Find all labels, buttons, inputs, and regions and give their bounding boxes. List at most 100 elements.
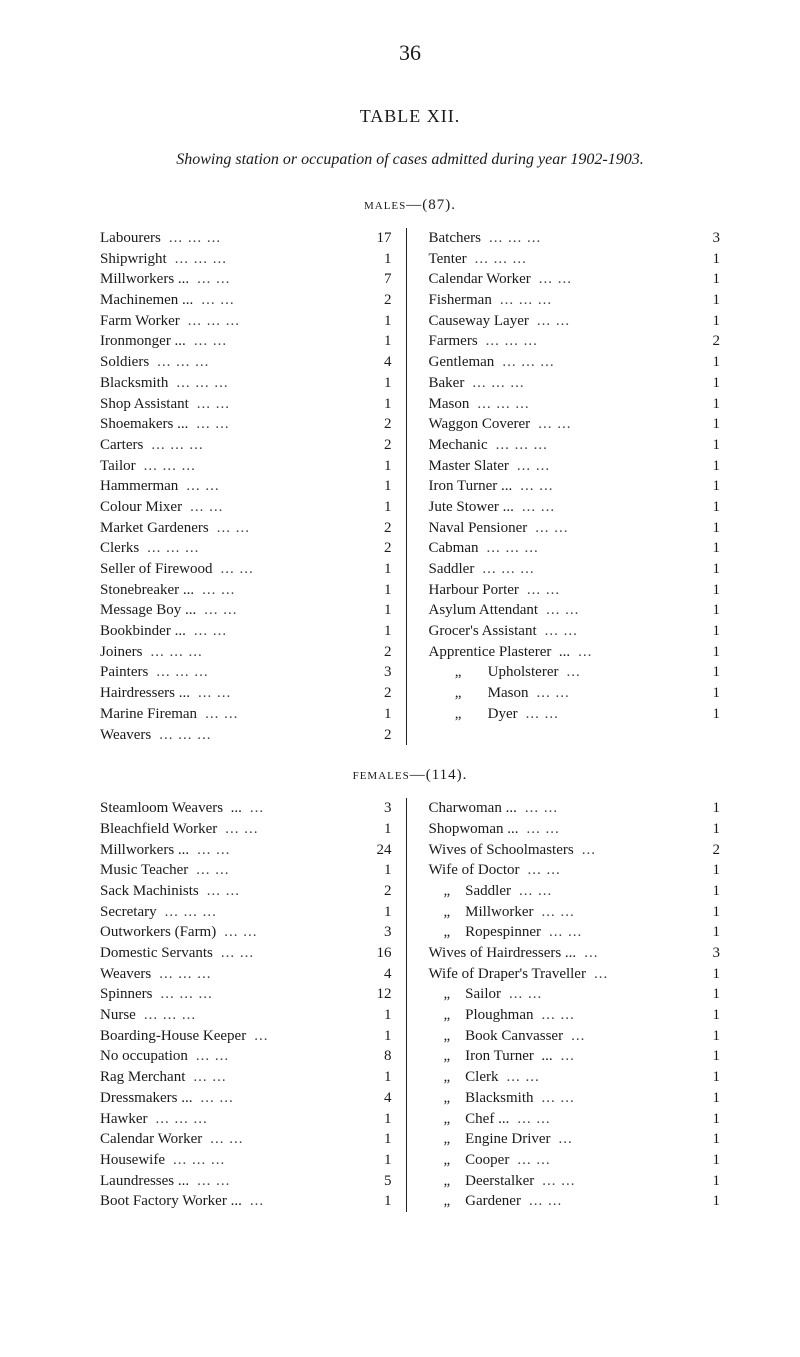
table-row: Dressmakers ...... ... 4 <box>100 1088 392 1109</box>
table-row: Boarding-House Keeper... 1 <box>100 1026 392 1047</box>
table-row: Weavers... ... ... 2 <box>100 725 392 746</box>
row-dots: ... ... <box>193 290 367 311</box>
row-value: 1 <box>696 1026 720 1047</box>
table-row: Hammerman... ... 1 <box>100 476 392 497</box>
table-row: „ Sailor... ... 1 <box>429 984 721 1005</box>
row-value: 1 <box>696 538 720 559</box>
table-row: Naval Pensioner... ... 1 <box>429 518 721 539</box>
row-label: Mason <box>429 394 470 415</box>
males-columns: Labourers... ... ... 17Shipwright... ...… <box>100 228 720 745</box>
row-value: 1 <box>696 1088 720 1109</box>
row-value: 1 <box>696 290 720 311</box>
row-dots: ... <box>553 1046 696 1067</box>
row-label: „ Chef ... <box>429 1109 510 1130</box>
row-value: 12 <box>368 984 392 1005</box>
row-dots: ... ... <box>509 1109 696 1130</box>
row-value: 1 <box>696 600 720 621</box>
table-row: Baker... ... ... 1 <box>429 373 721 394</box>
row-dots: ... <box>242 1191 368 1212</box>
row-label: „ Dyer <box>429 704 518 725</box>
table-row: Marine Fireman... ... 1 <box>100 704 392 725</box>
row-label: Asylum Attendant <box>429 600 539 621</box>
table-row: Asylum Attendant... ... 1 <box>429 600 721 621</box>
table-row: No occupation... ... 8 <box>100 1046 392 1067</box>
row-label: Soldiers <box>100 352 149 373</box>
table-row: Bookbinder ...... ... 1 <box>100 621 392 642</box>
row-value: 1 <box>368 373 392 394</box>
table-row: Rag Merchant... ... 1 <box>100 1067 392 1088</box>
row-value: 2 <box>368 725 392 746</box>
table-row: „ Book Canvasser... 1 <box>429 1026 721 1047</box>
table-row: Laundresses ...... ... 5 <box>100 1171 392 1192</box>
row-dots: ... ... <box>212 559 367 580</box>
males-right-column: Batchers... ... ... 3Tenter... ... ... 1… <box>425 228 721 745</box>
row-label: Wife of Doctor <box>429 860 520 881</box>
row-value: 1 <box>368 902 392 923</box>
table-row: Wives of Schoolmasters... 2 <box>429 840 721 861</box>
table-row: Colour Mixer... ... 1 <box>100 497 392 518</box>
row-dots: ... <box>246 1026 367 1047</box>
row-label: Hammerman <box>100 476 178 497</box>
row-dots: ... ... ... <box>467 249 696 270</box>
row-label: Market Gardeners <box>100 518 209 539</box>
table-row: Charwoman ...... ... 1 <box>429 798 721 819</box>
table-row: Farmers... ... ... 2 <box>429 331 721 352</box>
row-value: 2 <box>368 414 392 435</box>
row-value: 1 <box>696 683 720 704</box>
row-value: 1 <box>696 269 720 290</box>
row-dots: ... ... <box>194 580 367 601</box>
row-value: 1 <box>368 1005 392 1026</box>
row-dots: ... ... ... <box>136 456 368 477</box>
row-label: Causeway Layer <box>429 311 529 332</box>
row-dots: ... ... <box>534 1088 697 1109</box>
row-value: 1 <box>368 1026 392 1047</box>
row-label: Ironmonger ... <box>100 331 186 352</box>
row-value: 1 <box>368 311 392 332</box>
table-row: Farm Worker... ... ... 1 <box>100 311 392 332</box>
row-value: 1 <box>696 249 720 270</box>
row-dots: ... ... <box>537 621 696 642</box>
row-dots: ... ... <box>196 600 367 621</box>
row-dots: ... ... <box>202 1129 367 1150</box>
row-label: Cabman <box>429 538 479 559</box>
row-dots: ... ... <box>178 476 367 497</box>
table-row: Weavers... ... ... 4 <box>100 964 392 985</box>
table-row: Labourers... ... ... 17 <box>100 228 392 249</box>
row-dots: ... ... ... <box>153 984 368 1005</box>
table-row: Gentleman... ... ... 1 <box>429 352 721 373</box>
table-row: Message Boy ...... ... 1 <box>100 600 392 621</box>
row-label: „ Blacksmith <box>429 1088 534 1109</box>
row-dots: ... ... <box>521 1191 696 1212</box>
table-row: Music Teacher... ... 1 <box>100 860 392 881</box>
row-label: „ Upholsterer <box>429 662 559 683</box>
row-label: Secretary <box>100 902 157 923</box>
table-row: Machinemen ...... ... 2 <box>100 290 392 311</box>
row-label: Sack Machinists <box>100 881 199 902</box>
row-dots: ... ... ... <box>474 559 696 580</box>
row-label: Blacksmith <box>100 373 168 394</box>
row-label: Saddler <box>429 559 475 580</box>
row-dots: ... ... <box>501 984 696 1005</box>
table-row: Domestic Servants... ... 16 <box>100 943 392 964</box>
row-label: Colour Mixer <box>100 497 182 518</box>
table-row: Millworkers ...... ... 7 <box>100 269 392 290</box>
table-row: Cabman... ... ... 1 <box>429 538 721 559</box>
table-row: Jute Stower ...... ... 1 <box>429 497 721 518</box>
row-value: 1 <box>368 1150 392 1171</box>
row-value: 1 <box>368 860 392 881</box>
row-dots: ... ... ... <box>488 435 696 456</box>
row-value: 2 <box>368 881 392 902</box>
row-label: „ Cooper <box>429 1150 510 1171</box>
table-row: „ Millworker... ... 1 <box>429 902 721 923</box>
row-value: 1 <box>368 704 392 725</box>
table-row: Spinners... ... ... 12 <box>100 984 392 1005</box>
table-row: „ Dyer... ... 1 <box>429 704 721 725</box>
row-value: 3 <box>368 662 392 683</box>
table-row: Calendar Worker... ... 1 <box>100 1129 392 1150</box>
table-row: Millworkers ...... ... 24 <box>100 840 392 861</box>
table-row: „ Iron Turner ...... 1 <box>429 1046 721 1067</box>
table-row: „ Cooper... ... 1 <box>429 1150 721 1171</box>
table-row: „ Gardener... ... 1 <box>429 1191 721 1212</box>
table-row: Soldiers... ... ... 4 <box>100 352 392 373</box>
females-right-column: Charwoman ...... ... 1Shopwoman ...... .… <box>425 798 721 1212</box>
